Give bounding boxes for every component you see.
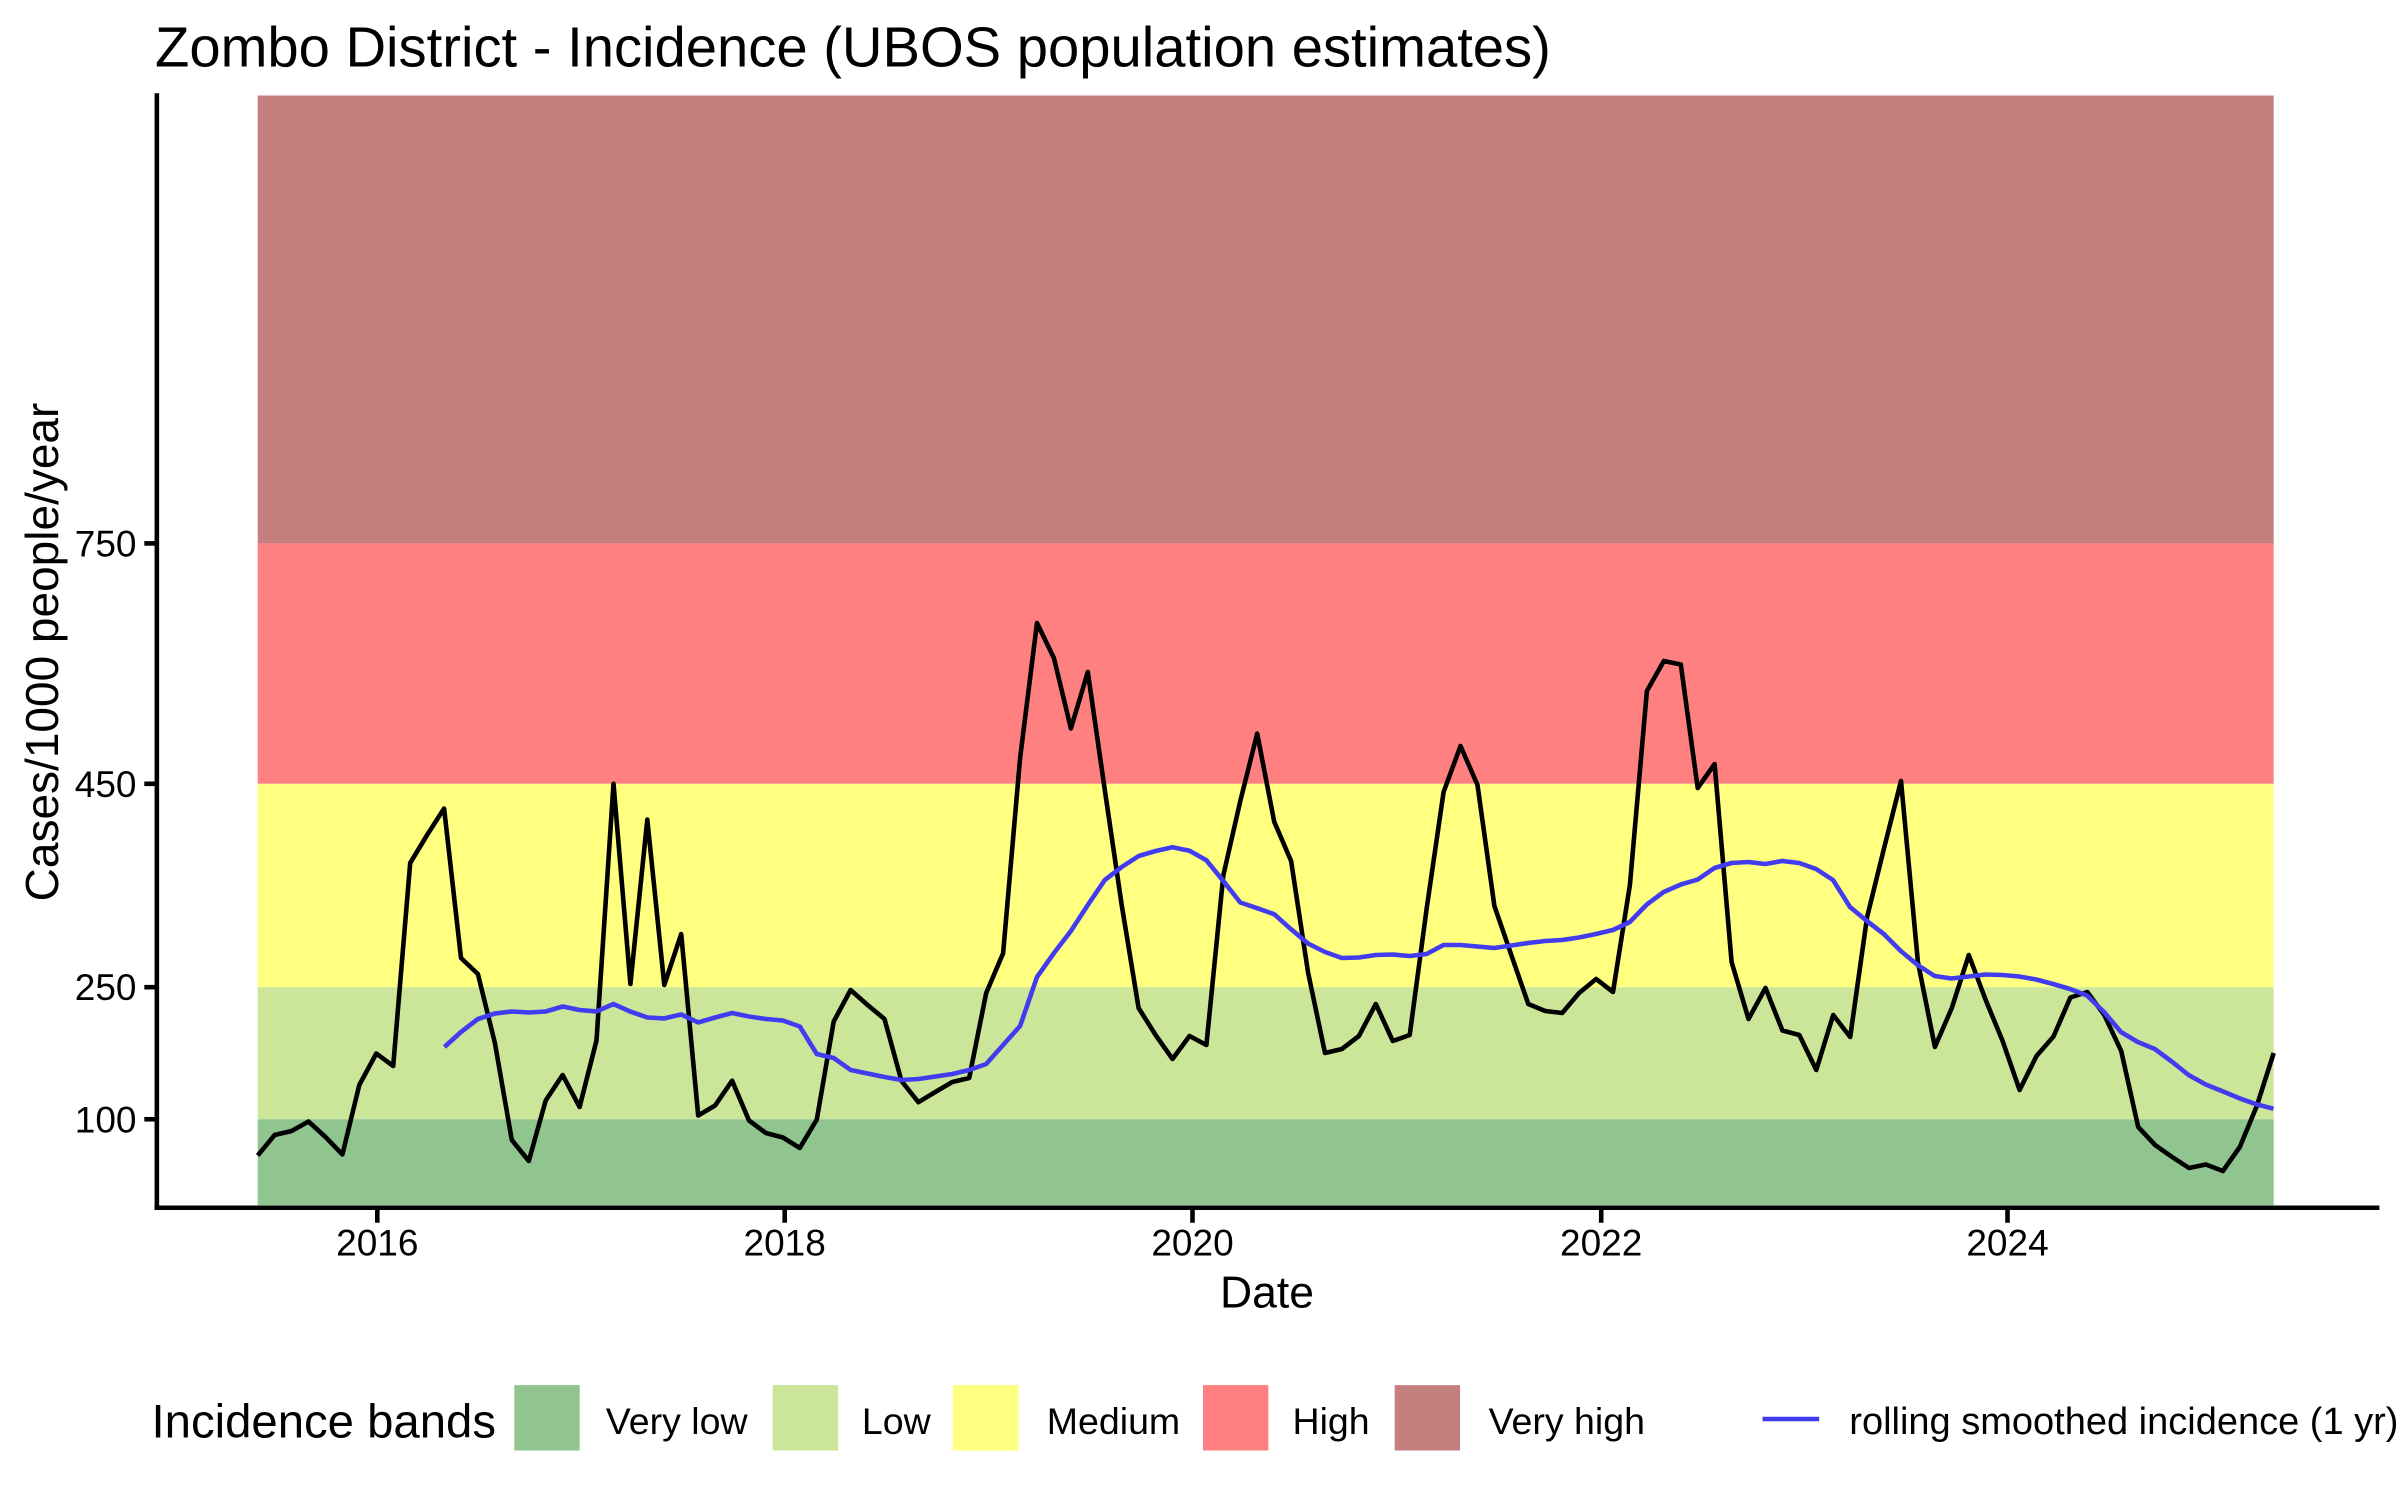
svg-text:Incidence bands: Incidence bands (152, 1396, 496, 1449)
svg-text:High: High (1293, 1400, 1370, 1442)
svg-text:Low: Low (862, 1400, 932, 1442)
svg-text:2016: 2016 (336, 1223, 418, 1264)
svg-text:rolling smoothed incidence (1: rolling smoothed incidence (1 yr) (1849, 1401, 2398, 1443)
svg-text:Cases/1000 people/year: Cases/1000 people/year (16, 403, 68, 902)
svg-text:2024: 2024 (1966, 1223, 2048, 1264)
svg-text:Very low: Very low (606, 1400, 749, 1442)
svg-text:Date: Date (1220, 1269, 1314, 1318)
svg-text:Zombo District - Incidence (UB: Zombo District - Incidence (UBOS populat… (155, 16, 1551, 79)
svg-text:2020: 2020 (1151, 1223, 1233, 1264)
svg-text:Medium: Medium (1047, 1400, 1180, 1442)
svg-text:250: 250 (75, 967, 137, 1008)
svg-text:2018: 2018 (744, 1223, 826, 1264)
svg-text:750: 750 (75, 523, 137, 564)
svg-text:Very high: Very high (1489, 1400, 1645, 1442)
svg-text:2022: 2022 (1560, 1223, 1642, 1264)
svg-text:100: 100 (75, 1099, 137, 1140)
svg-text:450: 450 (75, 764, 137, 805)
